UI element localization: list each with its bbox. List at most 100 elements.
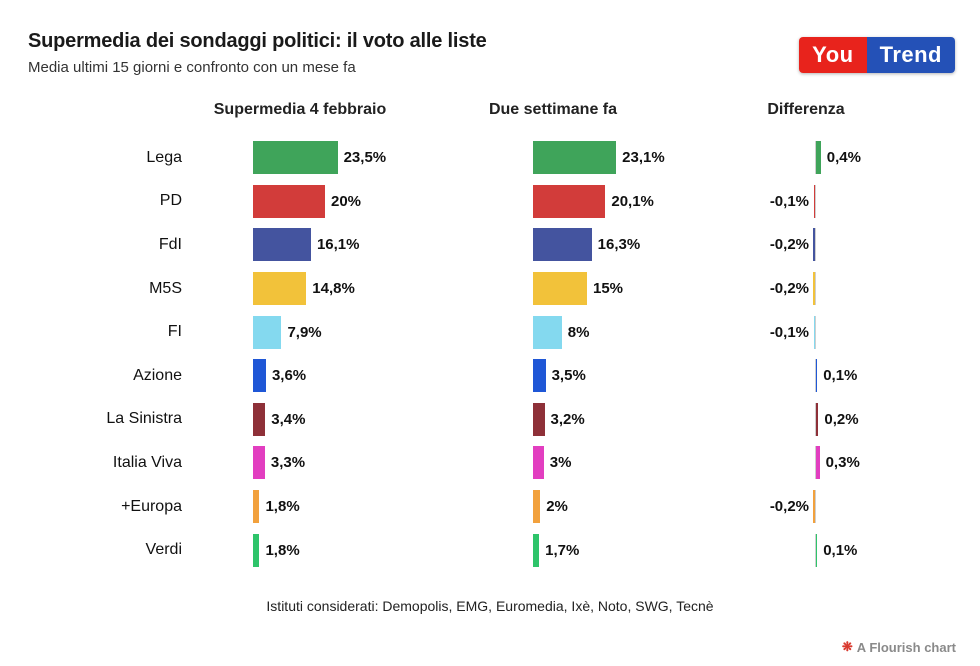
chart-row: Verdi 1,8% 1,7% 0,1%	[28, 528, 980, 572]
supermedia-bar	[253, 533, 260, 567]
party-label: M5S	[149, 279, 182, 297]
due-settimane-bar	[533, 184, 606, 218]
due-settimane-bar-cell: 16,3%	[533, 223, 742, 267]
differenza-negative-value: -0,1%	[769, 323, 809, 341]
supermedia-bar	[253, 315, 282, 349]
differenza-bar	[816, 402, 819, 436]
supermedia-bar-cell: 23,5%	[253, 136, 533, 180]
due-settimane-value: 3,2%	[550, 410, 585, 428]
due-settimane-bar	[533, 272, 587, 306]
differenza-cell: -0,1%	[742, 180, 980, 224]
chart-row: La Sinistra 3,4% 3,2% 0,2%	[28, 398, 980, 442]
differenza-bar	[812, 490, 815, 524]
due-settimane-bar	[533, 446, 544, 480]
party-label-cell: Verdi	[28, 541, 253, 559]
due-settimane-bar-cell: 23,1%	[533, 136, 742, 180]
due-settimane-value: 15%	[593, 280, 624, 298]
party-label-cell: PD	[28, 192, 253, 210]
party-label-cell: FdI	[28, 236, 253, 254]
due-settimane-bar-cell: 2%	[533, 485, 742, 529]
logo-trend: Trend	[866, 37, 955, 73]
supermedia-bar-cell: 14,8%	[253, 267, 533, 311]
due-settimane-bar-cell: 3%	[533, 441, 742, 485]
differenza-positive-value: 0,2%	[824, 410, 859, 428]
due-settimane-value: 2%	[546, 498, 568, 516]
party-label: +Europa	[121, 497, 182, 515]
supermedia-value: 7,9%	[287, 323, 322, 341]
supermedia-bar-cell: 20%	[253, 180, 533, 224]
supermedia-bar-cell: 16,1%	[253, 223, 533, 267]
col-header-differenza: Differenza	[767, 101, 845, 118]
due-settimane-bar-cell: 15%	[533, 267, 742, 311]
due-settimane-value: 20,1%	[611, 192, 654, 210]
col-header-supermedia: Supermedia 4 febbraio	[213, 101, 387, 118]
chart-row: Azione 3,6% 3,5% 0,1%	[28, 354, 980, 398]
page-subtitle: Media ultimi 15 giorni e confronto con u…	[28, 59, 356, 76]
page-title: Supermedia dei sondaggi politici: il vot…	[28, 30, 487, 52]
supermedia-value: 3,3%	[270, 454, 306, 472]
due-settimane-bar-cell: 3,5%	[533, 354, 742, 398]
chart-row: PD 20% 20,1% -0,1%	[28, 180, 980, 224]
differenza-axis-line	[812, 490, 816, 524]
differenza-axis-line	[813, 184, 816, 218]
supermedia-bar-cell: 1,8%	[253, 485, 533, 529]
differenza-cell: -0,2%	[742, 485, 980, 529]
due-settimane-value: 8%	[567, 323, 590, 341]
sources-note: Istituti considerati: Demopolis, EMG, Eu…	[266, 598, 714, 614]
party-label-cell: Azione	[28, 367, 253, 385]
differenza-axis-line	[815, 446, 820, 480]
differenza-bar	[813, 184, 815, 218]
flourish-credit-label: A Flourish chart	[856, 639, 956, 655]
due-settimane-bar	[533, 141, 617, 175]
party-label: FdI	[158, 235, 182, 253]
differenza-negative-value: -0,2%	[769, 280, 809, 298]
party-label-cell: FI	[28, 323, 253, 341]
differenza-cell: -0,2%	[742, 223, 980, 267]
differenza-cell: 0,1%	[742, 354, 980, 398]
differenza-axis-line	[812, 272, 816, 306]
differenza-cell: 0,4%	[742, 136, 980, 180]
party-label-cell: M5S	[28, 280, 253, 298]
differenza-cell: 0,1%	[742, 528, 980, 572]
col-header-due-settimane: Due settimane fa	[488, 101, 618, 118]
differenza-axis-line	[812, 228, 816, 262]
due-settimane-bar	[533, 490, 541, 524]
supermedia-bar-cell: 3,3%	[253, 441, 533, 485]
chart-row: FdI 16,1% 16,3% -0,2%	[28, 223, 980, 267]
due-settimane-value: 1,7%	[545, 541, 580, 559]
party-label: PD	[159, 192, 182, 210]
differenza-bar	[813, 315, 815, 349]
due-settimane-bar	[533, 533, 540, 567]
differenza-bar	[816, 359, 818, 393]
due-settimane-bar	[533, 315, 562, 349]
due-settimane-value: 23,1%	[622, 149, 665, 167]
supermedia-value: 3,6%	[271, 367, 307, 385]
supermedia-bar	[253, 359, 266, 393]
supermedia-value: 1,8%	[265, 498, 300, 516]
due-settimane-value: 3%	[549, 454, 572, 472]
supermedia-bar	[253, 446, 265, 480]
party-label: La Sinistra	[106, 410, 182, 428]
party-label: FI	[167, 323, 182, 341]
supermedia-value: 14,8%	[312, 280, 355, 298]
differenza-positive-value: 0,1%	[823, 541, 858, 559]
supermedia-bar	[253, 228, 311, 262]
differenza-axis-line	[815, 141, 821, 175]
chart-row: +Europa 1,8% 2% -0,2%	[28, 485, 980, 529]
differenza-cell: -0,2%	[742, 267, 980, 311]
differenza-bar	[816, 446, 820, 480]
column-headers: Supermedia 4 febbraio Due settimane fa D…	[0, 101, 980, 123]
differenza-bar	[812, 272, 815, 306]
differenza-positive-value: 0,1%	[823, 367, 858, 385]
supermedia-bar-cell: 3,6%	[253, 354, 533, 398]
supermedia-value: 23,5%	[343, 149, 387, 167]
due-settimane-value: 16,3%	[597, 236, 641, 254]
differenza-negative-value: -0,2%	[769, 236, 809, 254]
differenza-axis-line	[815, 359, 818, 393]
differenza-bar	[816, 533, 818, 567]
supermedia-bar-cell: 7,9%	[253, 310, 533, 354]
party-label: Verdi	[145, 541, 182, 559]
supermedia-bar	[253, 141, 338, 175]
chart-row: Lega 23,5% 23,1% 0,4%	[28, 136, 980, 180]
differenza-axis-line	[813, 315, 816, 349]
